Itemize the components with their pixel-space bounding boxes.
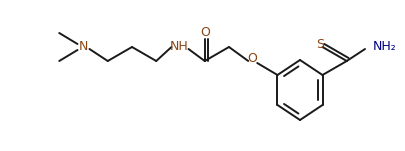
Text: NH₂: NH₂ bbox=[372, 40, 396, 53]
Text: N: N bbox=[79, 40, 88, 53]
Text: O: O bbox=[247, 53, 256, 66]
Text: NH: NH bbox=[170, 40, 188, 53]
Text: O: O bbox=[199, 26, 209, 40]
Text: S: S bbox=[316, 39, 324, 51]
